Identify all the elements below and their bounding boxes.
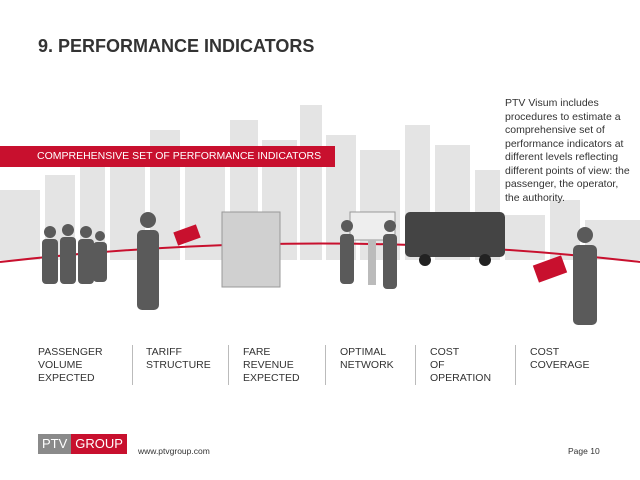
separator (515, 345, 516, 385)
indicator-line: FARE (243, 346, 271, 358)
indicator-line: TARIFF (146, 346, 182, 358)
indicator: OPTIMAL NETWORK (340, 346, 394, 372)
url: www.ptvgroup.com (138, 446, 210, 456)
logo-part: PTV (38, 434, 72, 454)
page-number: Page 10 (568, 446, 600, 456)
separator (228, 345, 229, 385)
separator (132, 345, 133, 385)
indicator: COST COVERAGE (530, 346, 590, 372)
indicator: TARIFF STRUCTURE (146, 346, 211, 372)
separator (415, 345, 416, 385)
indicator: PASSENGER VOLUME EXPECTED (38, 346, 103, 385)
indicator-line: EXPECTED (243, 372, 300, 384)
description: PTV Visum includes procedures to estimat… (505, 97, 630, 204)
indicator: COST OF OPERATION (430, 346, 491, 385)
indicator-line: EXPECTED (38, 372, 95, 384)
indicator-line: PASSENGER (38, 346, 103, 358)
indicator: FARE REVENUE EXPECTED (243, 346, 300, 385)
indicator-line: OPERATION (430, 372, 492, 384)
indicator-line: REVENUE (243, 359, 294, 371)
indicator-line: COST (430, 346, 460, 358)
slide-title: 9. PERFORMANCE INDICATORS (38, 36, 315, 56)
indicator-line: STRUCTURE (146, 359, 211, 371)
indicator-line: VOLUME (38, 359, 83, 371)
indicator-line: OPTIMAL (340, 346, 387, 358)
indicator-line: COVERAGE (530, 359, 590, 371)
banner: COMPREHENSIVE SET OF PERFORMANCE INDICAT… (0, 146, 335, 167)
indicator-line: NETWORK (340, 359, 394, 371)
separator (325, 345, 326, 385)
logo: PTV GROUP (38, 434, 127, 454)
indicator-line: COST (530, 346, 560, 358)
indicator-line: OF (430, 359, 445, 371)
logo-part: GROUP (71, 434, 127, 454)
